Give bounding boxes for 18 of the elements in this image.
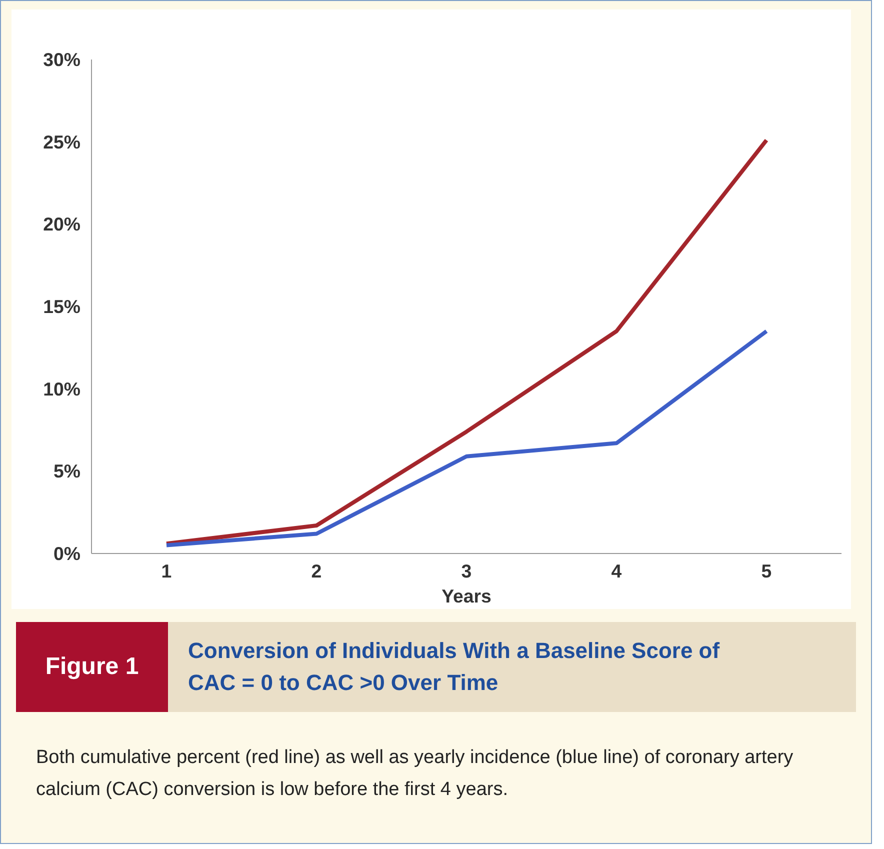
x-tick-label: 5: [761, 560, 772, 582]
y-tick-label: 30%: [43, 49, 81, 70]
x-tick-label: 3: [461, 560, 472, 582]
line-series: [164, 329, 768, 548]
text: Both cumulative percent (red line) as well as yearly incidence (blue line) of coronary artery calcium (CAC) conversion is low before the first 4 years.: [35, 746, 794, 802]
y-tick-label: 25%: [43, 131, 81, 152]
x-tick-label: 4: [611, 560, 622, 582]
y-tick-label: 0%: [54, 543, 81, 564]
x-tick-label: 2: [311, 560, 322, 582]
text: Figure 1: [16, 622, 168, 712]
y-tick-label: 20%: [43, 214, 81, 235]
text: Conversion of Individuals With a Baseline Score of CAC = 0 to CAC >0 Over Time: [168, 622, 856, 712]
x-tick-label: 1: [161, 560, 172, 582]
y-tick-label: 15%: [43, 296, 81, 317]
line-series: [164, 138, 768, 546]
x-axis-title: Years: [442, 586, 492, 606]
y-tick-label: 10%: [43, 378, 81, 400]
y-tick-label: 5%: [54, 460, 81, 482]
